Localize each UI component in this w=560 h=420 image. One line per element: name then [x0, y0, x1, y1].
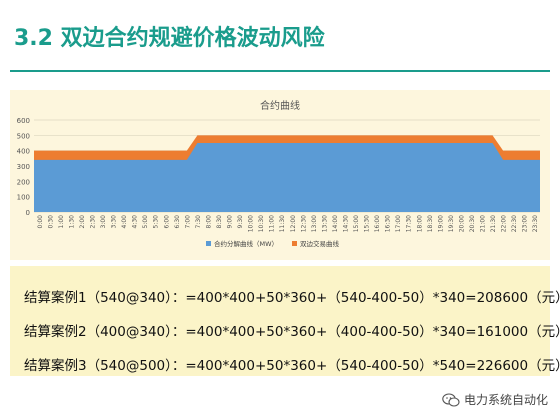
- series-area-contract-decomposition: [34, 143, 540, 212]
- x-tick-label: 2:00: [79, 215, 86, 229]
- y-tick-label: 600: [17, 117, 30, 125]
- x-tick-label: 14:30: [342, 215, 349, 232]
- x-tick-label: 15:00: [353, 215, 360, 232]
- x-tick-label: 4:00: [121, 215, 128, 229]
- x-tick-label: 14:00: [332, 215, 339, 232]
- y-tick-label: 0: [26, 209, 30, 217]
- chart-panel: 合约曲线 0 100 200 300 400 500 600 0:00 0:30 1:00 1:3…: [10, 90, 550, 260]
- legend-swatch: [292, 241, 297, 246]
- y-tick-label: 200: [17, 178, 30, 186]
- y-tick-label: 100: [17, 194, 30, 202]
- x-tick-label: 12:00: [290, 215, 297, 232]
- contract-curve-chart: 合约曲线 0 100 200 300 400 500 600 0:00 0:30 1:00 1:3…: [17, 99, 540, 248]
- x-tick-label: 20:30: [469, 215, 476, 232]
- y-tick-label: 400: [17, 148, 30, 156]
- x-tick-label: 16:30: [385, 215, 392, 232]
- x-tick-label: 15:30: [364, 215, 371, 232]
- x-tick-label: 20:00: [458, 215, 465, 232]
- watermark: 电力系统自动化: [442, 391, 548, 408]
- x-tick-label: 16:00: [374, 215, 381, 232]
- x-tick-label: 23:00: [522, 215, 529, 232]
- chart-title: 合约曲线: [260, 99, 300, 112]
- y-tick-label: 500: [17, 132, 30, 140]
- x-tick-label: 19:30: [448, 215, 455, 232]
- legend-label: 双边交易曲线: [300, 239, 340, 248]
- y-tick-label: 300: [17, 163, 30, 171]
- x-tick-label: 0:00: [37, 215, 44, 229]
- x-tick-label: 18:30: [427, 215, 434, 232]
- wechat-icon: [442, 392, 460, 407]
- x-tick-label: 18:00: [416, 215, 423, 232]
- chart-areas: [34, 135, 540, 212]
- x-tick-label: 3:30: [111, 215, 118, 229]
- x-tick-label: 17:30: [406, 215, 413, 232]
- x-tick-label: 21:00: [480, 215, 487, 232]
- x-tick-label: 12:30: [300, 215, 307, 232]
- slide-title: 3.2 双边合约规避价格波动风险: [14, 26, 325, 51]
- x-tick-label: 22:30: [511, 215, 518, 232]
- x-tick-label: 22:00: [501, 215, 508, 232]
- x-tick-label: 7:30: [195, 215, 202, 229]
- x-tick-label: 10:00: [248, 215, 255, 232]
- watermark-text: 电力系统自动化: [463, 393, 548, 407]
- y-axis-ticks: 0 100 200 300 400 500 600: [17, 117, 30, 217]
- x-tick-label: 5:00: [142, 215, 149, 229]
- x-tick-label: 3:00: [100, 215, 107, 229]
- x-tick-label: 5:30: [153, 215, 160, 229]
- settlement-examples-panel: 结算案例1（540@340）：=400*400+50*360+（540-400-…: [10, 266, 560, 376]
- x-tick-label: 13:30: [321, 215, 328, 232]
- settlement-example-2: 结算案例2（400@340）：=400*400+50*360+（400-400-…: [24, 324, 560, 340]
- x-tick-label: 1:00: [58, 215, 65, 229]
- x-tick-label: 8:30: [216, 215, 223, 229]
- x-tick-label: 21:30: [490, 215, 497, 232]
- x-tick-label: 17:00: [395, 215, 402, 232]
- x-tick-label: 9:00: [227, 215, 234, 229]
- x-tick-label: 6:30: [174, 215, 181, 229]
- x-tick-label: 8:00: [205, 215, 212, 229]
- title-divider: [10, 70, 550, 72]
- x-tick-label: 1:30: [68, 215, 75, 229]
- settlement-example-3: 结算案例3（540@500）：=400*400+50*360+（540-400-…: [24, 358, 560, 374]
- x-tick-label: 4:30: [132, 215, 139, 229]
- x-tick-label: 7:00: [184, 215, 191, 229]
- legend-swatch: [206, 241, 211, 246]
- x-tick-label: 23:30: [532, 215, 539, 232]
- legend-label: 合约分解曲线（MW）: [214, 239, 278, 248]
- x-tick-label: 0:30: [47, 215, 54, 229]
- x-tick-label: 9:30: [237, 215, 244, 229]
- x-axis-ticks: 0:00 0:30 1:00 1:30 2:00 2:30 3:00 3:30 4:00 4:30…: [37, 215, 539, 232]
- x-tick-label: 13:00: [311, 215, 318, 232]
- settlement-example-1: 结算案例1（540@340）：=400*400+50*360+（540-400-…: [24, 290, 560, 306]
- x-tick-label: 11:00: [269, 215, 276, 232]
- x-tick-label: 2:30: [89, 215, 96, 229]
- x-tick-label: 6:00: [163, 215, 170, 229]
- x-tick-label: 19:00: [437, 215, 444, 232]
- x-tick-label: 10:30: [258, 215, 265, 232]
- x-tick-label: 11:30: [279, 215, 286, 232]
- chart-legend: 合约分解曲线（MW） 双边交易曲线: [206, 239, 340, 248]
